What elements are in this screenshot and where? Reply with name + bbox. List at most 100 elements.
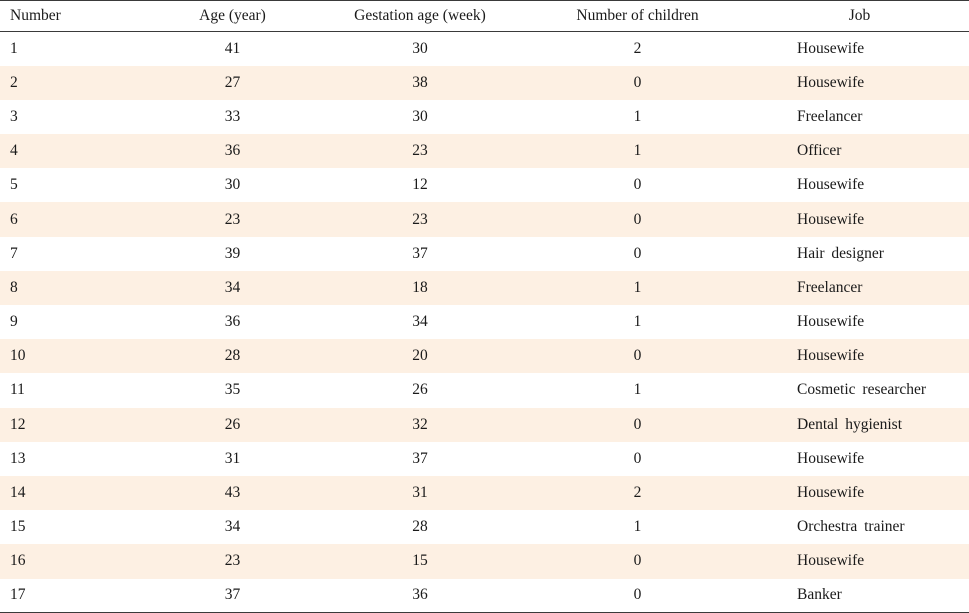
table-row: 16 23 15 0 Housewife: [0, 544, 969, 579]
cell-number: 13: [10, 449, 26, 467]
cell-children: 0: [633, 73, 642, 91]
cell-age: 41: [224, 39, 241, 57]
cell-job: Hair designer: [797, 244, 884, 262]
cell-gestation: 23: [412, 142, 428, 160]
cell-children: 0: [525, 578, 750, 613]
cell-gestation: 37: [412, 244, 428, 262]
cell-gestation: 37: [412, 449, 428, 467]
cell-number: 14: [10, 484, 26, 502]
cell-job: Housewife: [797, 552, 865, 570]
cell-number: 9: [10, 313, 18, 331]
cell-children: 1: [633, 107, 642, 125]
cell-gestation: 20: [412, 347, 428, 365]
cell-age: 30: [224, 176, 241, 194]
table-row: 11 35 26 1 Cosmetic researcher: [0, 373, 969, 407]
cell-gestation: 36: [315, 578, 525, 613]
table-row: 8 34 18 1 Freelancer: [0, 270, 969, 305]
cell-number: 15: [10, 518, 26, 536]
cell-age: 23: [224, 210, 241, 228]
cell-children: 0: [633, 244, 642, 262]
table-row: 2 27 38 0 Housewife: [0, 65, 969, 100]
cell-age: 35: [224, 381, 241, 399]
table-row: 4 36 23 1 Officer: [0, 134, 969, 169]
table-row: 13 31 37 0 Housewife: [0, 442, 969, 476]
cell-gestation: 31: [412, 484, 428, 502]
cell-number: 11: [10, 381, 25, 399]
table-row: 10 28 20 0 Housewife: [0, 339, 969, 374]
cell-age: 43: [224, 484, 241, 502]
cell-gestation: 34: [412, 313, 428, 331]
cell-gestation: 23: [412, 210, 428, 228]
cell-age: 23: [224, 552, 241, 570]
cell-age: 26: [224, 415, 241, 433]
cell-children: 1: [633, 278, 642, 296]
cell-number: 7: [10, 244, 18, 262]
table-header: Number Age (year) Gestation age (week) N…: [0, 0, 969, 32]
cell-children: 0: [633, 449, 642, 467]
cell-number: 12: [10, 415, 26, 433]
cell-children: 0: [633, 176, 642, 194]
cell-job: Officer: [797, 142, 842, 160]
cell-number: 1: [10, 39, 18, 57]
cell-job: Housewife: [797, 210, 865, 228]
table-row: 9 36 34 1 Housewife: [0, 305, 969, 339]
cell-number: 6: [10, 210, 18, 228]
cell-gestation: 12: [412, 176, 428, 194]
cell-job: Cosmetic researcher: [797, 381, 927, 399]
cell-job: Dental hygienist: [797, 415, 903, 433]
cell-age: 36: [224, 142, 241, 160]
cell-job: Housewife: [797, 39, 865, 57]
cell-number: 16: [10, 552, 26, 570]
cell-age: 36: [224, 313, 241, 331]
table-row: 14 43 31 2 Housewife: [0, 475, 969, 511]
cell-number: 17: [0, 578, 150, 613]
cell-age: 31: [224, 449, 241, 467]
cell-age: 33: [224, 107, 241, 125]
cell-gestation: 26: [412, 381, 428, 399]
table-row: 5 30 12 0 Housewife: [0, 168, 969, 202]
cell-gestation: 38: [412, 73, 428, 91]
cell-children: 1: [633, 381, 642, 399]
cell-number: 4: [10, 142, 18, 160]
cell-children: 0: [633, 347, 642, 365]
cell-age: 34: [224, 518, 241, 536]
header-number: Number: [0, 0, 150, 32]
table-row: 17 37 36 0 Banker: [0, 578, 969, 613]
header-age: Age (year): [150, 0, 315, 32]
cell-age: 28: [224, 347, 241, 365]
cell-job: Orchestra trainer: [797, 518, 905, 536]
header-gestation: Gestation age (week): [315, 0, 525, 32]
cell-children: 0: [633, 210, 642, 228]
cell-number: 8: [10, 278, 18, 296]
header-children: Number of children: [525, 0, 750, 32]
cell-children: 1: [633, 142, 642, 160]
cell-gestation: 30: [412, 107, 428, 125]
table-row: 3 33 30 1 Freelancer: [0, 100, 969, 134]
cell-job: Freelancer: [797, 107, 863, 125]
cell-children: 1: [633, 313, 642, 331]
header-row: Number Age (year) Gestation age (week) N…: [0, 0, 969, 32]
cell-number: 3: [10, 107, 18, 125]
cell-number: 5: [10, 176, 18, 194]
cell-children: 0: [633, 415, 642, 433]
cell-job: Housewife: [797, 449, 865, 467]
table-row: 6 23 23 0 Housewife: [0, 202, 969, 237]
cell-job: Housewife: [797, 484, 865, 502]
cell-children: 0: [633, 552, 642, 570]
table-row: 1 41 30 2 Housewife: [0, 32, 969, 66]
header-job: Job: [750, 0, 969, 32]
cell-gestation: 30: [412, 39, 428, 57]
cell-gestation: 15: [412, 552, 428, 570]
cell-number: 2: [10, 73, 18, 91]
cell-job: Housewife: [797, 176, 865, 194]
table-row: 12 26 32 0 Dental hygienist: [0, 407, 969, 442]
cell-age: 37: [150, 578, 315, 613]
cell-gestation: 18: [412, 278, 428, 296]
cell-job: Housewife: [797, 73, 865, 91]
cell-job: Housewife: [797, 313, 865, 331]
table-row: 7 39 37 0 Hair designer: [0, 237, 969, 271]
cell-age: 34: [224, 278, 241, 296]
table-body: 1 41 30 2 Housewife 2 27 38 0 Housewife 3 33 30 1 Free…: [0, 32, 969, 613]
cell-job: Housewife: [797, 347, 865, 365]
